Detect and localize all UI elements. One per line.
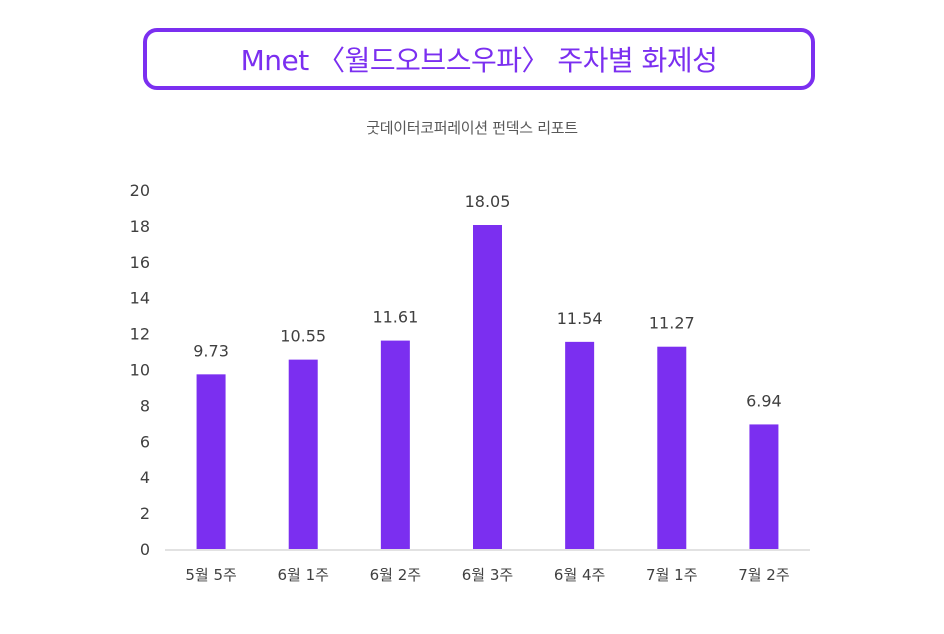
y-tick-label: 12 [130,325,150,344]
x-tick-label: 7월 1주 [646,566,697,584]
y-tick-label: 18 [130,217,150,236]
data-label: 11.27 [649,314,695,333]
data-label: 6.94 [746,391,782,410]
bar [196,374,226,549]
data-label: 11.54 [557,309,603,328]
x-tick-label: 6월 2주 [370,566,421,584]
y-tick-label: 0 [140,540,150,559]
y-tick-label: 4 [140,468,150,487]
chart-subtitle: 굿데이터코퍼레이션 펀덱스 리포트 [366,119,578,137]
x-tick-label: 6월 1주 [277,566,328,584]
x-tick-label: 6월 3주 [462,566,513,584]
data-label: 18.05 [465,192,511,211]
data-label: 9.73 [193,341,229,360]
x-tick-label: 7월 2주 [738,566,789,584]
x-tick-label: 6월 4주 [554,566,605,584]
data-label: 11.61 [372,308,418,327]
x-tick-label: 5월 5주 [185,566,236,584]
bar [473,225,502,549]
title-box: Mnet 〈월드오브스우파〉 주차별 화제성 [143,28,815,90]
y-tick-label: 6 [140,432,150,451]
y-tick-label: 16 [130,253,150,272]
y-tick-label: 10 [130,361,150,380]
bar [380,340,410,549]
y-tick-label: 2 [140,504,150,523]
data-label: 10.55 [280,327,326,346]
bar [749,424,779,549]
y-tick-label: 14 [130,289,150,308]
y-tick-label: 20 [130,181,150,200]
y-tick-label: 8 [140,396,150,415]
bar [288,359,318,549]
bar [657,346,687,549]
chart-title: Mnet 〈월드오브스우파〉 주차별 화제성 [240,44,718,77]
bar [565,341,595,549]
